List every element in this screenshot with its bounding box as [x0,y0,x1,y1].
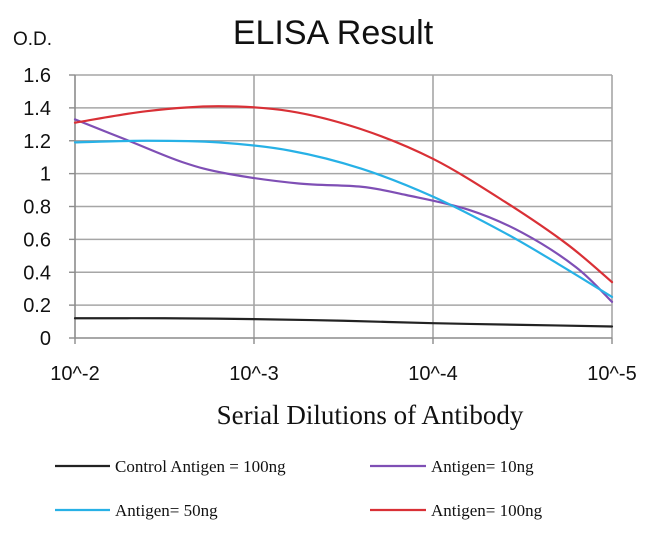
chart-title: ELISA Result [233,14,434,52]
y-tick-label: 0.6 [23,229,51,251]
gridlines [75,74,613,338]
axes [69,74,613,344]
y-tick-labels: 0 0.2 0.4 0.6 0.8 1 1.2 1.4 1.6 [23,65,51,350]
series-line-3 [73,139,614,299]
legend-label-2: Antigen= 10ng [431,457,534,476]
x-tick-label: 10^-3 [229,363,278,385]
series-line-4 [73,105,614,284]
series-line-2 [73,118,614,303]
y-tick-label: 1.2 [23,131,51,153]
x-tick-label: 10^-2 [50,363,99,385]
series-line-1 [73,317,614,328]
legend-label-3: Antigen= 50ng [115,501,218,520]
y-tick-label: 0 [40,328,51,350]
y-axis-label: O.D. [13,29,52,50]
y-tick-label: 1 [40,164,51,186]
x-tick-label: 10^-4 [408,363,457,385]
y-tick-label: 1.6 [23,65,51,87]
x-tick-label: 10^-5 [587,363,636,385]
legend: Control Antigen = 100ng Antigen= 10ng Anti… [55,457,543,520]
y-tick-label: 0.4 [23,262,51,284]
x-axis-label: Serial Dilutions of Antibody [217,400,524,430]
legend-label-4: Antigen= 100ng [431,501,543,520]
y-tick-label: 0.8 [23,197,51,219]
y-tick-label: 0.2 [23,295,51,317]
x-tick-labels: 10^-2 10^-3 10^-4 10^-5 [50,363,636,385]
legend-label-1: Control Antigen = 100ng [115,457,286,476]
y-tick-label: 1.4 [23,98,51,120]
series-lines [73,105,614,328]
